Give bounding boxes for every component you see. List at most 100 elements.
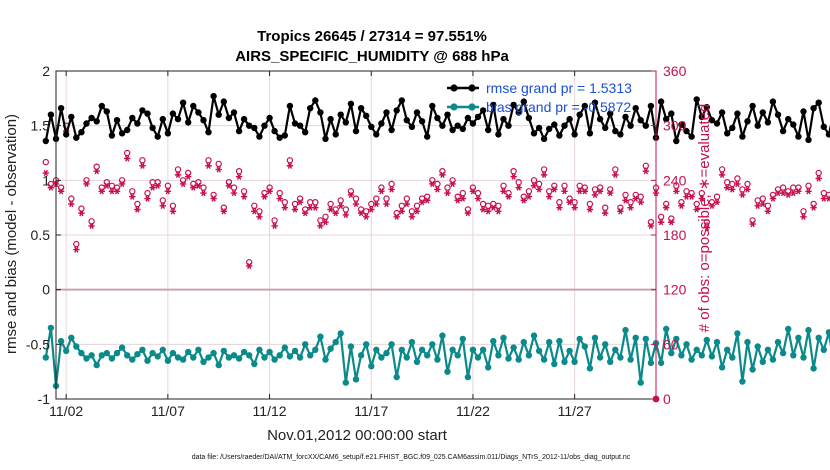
grid (56, 71, 656, 399)
y-right-tick-label: 120 (663, 282, 687, 298)
obs-possible-point (357, 206, 365, 213)
obs-possible-point (291, 200, 299, 208)
rmse-point (322, 135, 329, 142)
bias-point (368, 363, 375, 370)
rmse-point (113, 117, 121, 124)
bias-point (561, 358, 568, 365)
obs-evaluated-point (551, 186, 558, 193)
rmse-point (535, 124, 543, 132)
obs-evaluated-point (617, 208, 624, 215)
legend-rmse-marker (468, 84, 476, 92)
bias-point (383, 349, 390, 357)
bias-point (698, 352, 705, 359)
bias-point (637, 379, 644, 386)
obs-possible-point (739, 186, 746, 193)
x-axis-label: Nov.01,2012 00:00:00 start (267, 427, 448, 444)
obs-evaluated-point (764, 208, 772, 215)
rmse-point (657, 98, 665, 105)
obs-evaluated-point (129, 193, 136, 200)
bias-point (820, 346, 827, 353)
rmse-point (764, 119, 772, 126)
rmse-point (42, 137, 49, 145)
bias-point (322, 356, 329, 363)
rmse-point (403, 117, 410, 124)
obs-possible-point (688, 189, 695, 197)
bias-point (271, 356, 278, 363)
bias-point (759, 358, 766, 365)
rmse-point (108, 132, 116, 139)
obs-possible-point (820, 189, 828, 197)
obs-possible-point (373, 195, 380, 202)
bias-point (825, 329, 830, 336)
rmse-point (429, 102, 436, 110)
obs-possible-point (302, 206, 309, 213)
rmse-point (118, 130, 126, 137)
y-axis-left-label: rmse and bias (model - observation) (3, 114, 20, 354)
obs-evaluated-point (357, 210, 365, 217)
obs-possible-point (718, 166, 726, 173)
bias-point (449, 346, 456, 353)
obs-evaluated-point (164, 188, 172, 195)
obs-possible-point (535, 180, 543, 188)
obs-possible-point (139, 157, 146, 164)
obs-possible-point (337, 197, 344, 204)
obs-possible-point (403, 195, 410, 202)
obs-evaluated-point (693, 206, 700, 213)
rmse-point (312, 97, 319, 104)
rmse-point (230, 109, 238, 116)
obs-possible-point (708, 198, 716, 206)
obs-possible-point (261, 189, 268, 197)
obs-possible-point (698, 189, 706, 197)
bias-point (347, 343, 355, 350)
rmse-point (307, 105, 314, 112)
obs-possible-point (703, 218, 711, 226)
bias-point (454, 352, 461, 359)
rmse-point (647, 102, 655, 110)
y-tick-label: -1 (38, 391, 51, 407)
obs-possible-point (118, 177, 126, 184)
obs-possible-point (785, 188, 792, 195)
obs-possible-point (342, 206, 349, 213)
rmse-point (612, 127, 619, 135)
rmse-point (500, 115, 507, 123)
obs-evaluated-point (240, 193, 248, 200)
rmse-point (596, 115, 604, 123)
rmse-point (495, 131, 502, 138)
bias-point (495, 352, 502, 359)
rmse-point (479, 107, 487, 114)
obs-evaluated-point (159, 202, 166, 209)
bias-point (815, 334, 822, 341)
bias-point (154, 353, 161, 360)
rmse-point (708, 117, 716, 124)
obs-possible-point (810, 200, 817, 208)
bias-point (174, 354, 182, 361)
bias-point (220, 347, 227, 355)
rmse-point (261, 122, 268, 129)
obs-evaluated-point (286, 162, 294, 169)
bias-point (540, 356, 548, 363)
bias-point (205, 354, 212, 361)
obs-possible-point (520, 193, 528, 200)
obs-possible-point (612, 166, 619, 173)
obs-possible-point (434, 180, 441, 188)
obs-evaluated-point (398, 208, 405, 215)
obs-possible-point (693, 200, 700, 208)
rmse-point (159, 115, 166, 123)
rmse-point (251, 124, 258, 132)
obs-axis-zero-marker (652, 395, 660, 403)
rmse-point (749, 102, 756, 110)
obs-possible-point (327, 200, 334, 208)
bias-point (42, 354, 49, 361)
bias-point (246, 352, 253, 359)
y-tick-label: 1.5 (31, 118, 51, 134)
bias-point (576, 335, 583, 343)
rmse-point (418, 118, 426, 125)
y-axis-right-label: # of obs: o=possible; ∗=evaluated (696, 104, 713, 333)
rmse-point (668, 110, 675, 117)
rmse-point (225, 114, 233, 122)
bias-point (627, 356, 634, 363)
obs-possible-point (454, 193, 461, 200)
obs-possible-point (576, 182, 583, 189)
obs-possible-point (515, 178, 522, 186)
obs-evaluated-point (256, 213, 263, 220)
